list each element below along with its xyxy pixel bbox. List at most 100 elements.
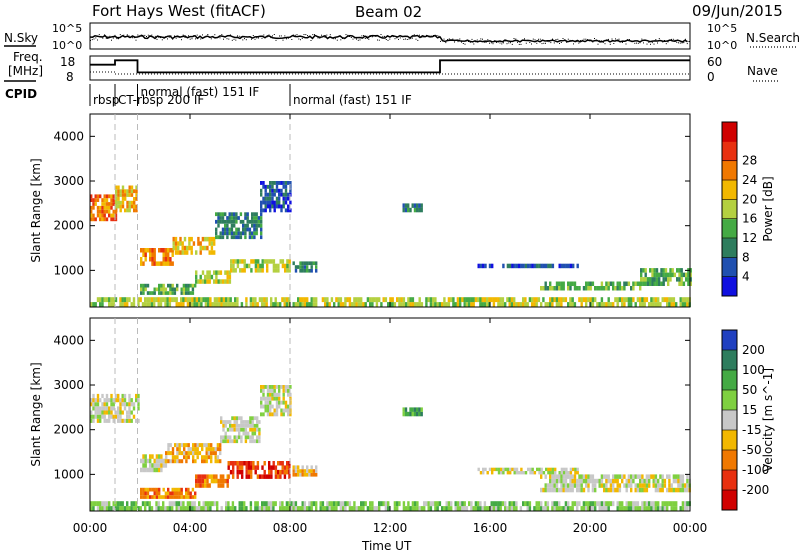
data-cell	[509, 471, 512, 475]
data-cell	[578, 487, 581, 493]
data-cell	[275, 400, 279, 405]
data-cell	[398, 302, 401, 307]
data-cell	[562, 483, 565, 488]
data-cell	[531, 467, 534, 472]
data-cell	[182, 287, 186, 292]
data-cell	[625, 297, 628, 303]
data-cell	[177, 241, 180, 246]
data-cell	[105, 205, 109, 210]
data-cell	[271, 196, 274, 201]
data-cell	[616, 286, 619, 291]
data-cell	[540, 467, 543, 472]
data-cell	[135, 393, 138, 398]
nsearch-point	[126, 34, 128, 36]
data-cell	[306, 297, 309, 303]
data-cell	[205, 451, 208, 456]
nsearch-point	[163, 38, 165, 39]
data-cell	[155, 467, 159, 473]
data-cell	[130, 506, 133, 511]
data-cell	[648, 474, 651, 479]
data-cell	[680, 272, 683, 278]
data-cell	[580, 478, 583, 484]
data-cell	[686, 506, 689, 511]
data-cell	[135, 418, 138, 423]
data-cell	[181, 245, 184, 251]
data-cell	[687, 277, 690, 282]
data-cell	[547, 263, 550, 269]
data-cell	[180, 291, 183, 295]
data-cell	[247, 469, 251, 475]
data-cell	[306, 506, 309, 511]
data-cell	[533, 506, 536, 511]
data-cell	[357, 297, 361, 303]
data-cell	[182, 291, 186, 295]
nsearch-point	[245, 39, 247, 41]
data-cell	[180, 451, 184, 456]
data-cell	[175, 506, 178, 511]
data-cell	[598, 483, 601, 488]
data-cell	[663, 506, 667, 511]
data-cell	[344, 506, 347, 511]
data-cell	[268, 465, 271, 470]
data-cell	[589, 506, 592, 511]
data-cell	[515, 467, 519, 472]
data-cell	[226, 227, 229, 232]
data-cell	[551, 478, 554, 484]
data-cell	[162, 487, 165, 492]
data-cell	[482, 263, 485, 269]
data-cell	[672, 474, 676, 479]
data-cell	[90, 205, 93, 210]
data-cell	[342, 506, 345, 511]
data-cell	[643, 483, 646, 488]
nsearch-point	[273, 34, 275, 35]
data-cell	[144, 501, 147, 507]
data-cell	[169, 248, 172, 253]
data-cell	[171, 487, 174, 492]
data-cell	[105, 209, 109, 214]
data-cell	[387, 302, 390, 307]
nsearch-point	[601, 40, 602, 42]
data-cell	[263, 302, 266, 307]
data-cell	[560, 471, 564, 475]
data-cell	[149, 454, 152, 459]
data-cell	[636, 474, 640, 479]
data-cell	[616, 487, 619, 493]
data-cell	[292, 506, 295, 511]
data-cell	[265, 506, 268, 511]
data-cell	[157, 501, 160, 507]
data-cell	[219, 459, 222, 464]
data-cell	[227, 461, 230, 466]
data-cell	[425, 302, 428, 307]
data-cell	[182, 495, 186, 499]
data-cell	[117, 418, 120, 423]
data-cell	[573, 281, 577, 286]
data-cell	[391, 297, 394, 303]
data-cell	[591, 483, 595, 488]
data-cell	[483, 297, 487, 303]
nsearch-point	[672, 38, 674, 40]
data-cell	[162, 283, 165, 288]
data-cell	[284, 385, 288, 389]
data-cell	[119, 200, 122, 205]
nsearch-point	[389, 38, 391, 40]
data-cell	[542, 506, 545, 511]
data-cell	[90, 194, 93, 199]
data-cell	[253, 431, 257, 436]
data-cell	[110, 402, 113, 407]
data-cell	[686, 487, 689, 493]
data-cell	[312, 297, 316, 303]
data-cell	[210, 451, 213, 456]
data-cell	[463, 302, 466, 307]
nsearch-point	[424, 36, 426, 38]
nsearch-point	[665, 43, 667, 45]
data-cell	[288, 501, 291, 507]
data-cell	[265, 302, 268, 307]
data-cell	[96, 414, 100, 419]
data-cell	[187, 283, 190, 288]
data-cell	[614, 286, 617, 291]
data-cell	[215, 227, 218, 232]
nsearch-point	[522, 39, 524, 41]
data-cell	[187, 491, 190, 496]
data-cell	[250, 268, 253, 273]
data-cell	[215, 219, 218, 224]
